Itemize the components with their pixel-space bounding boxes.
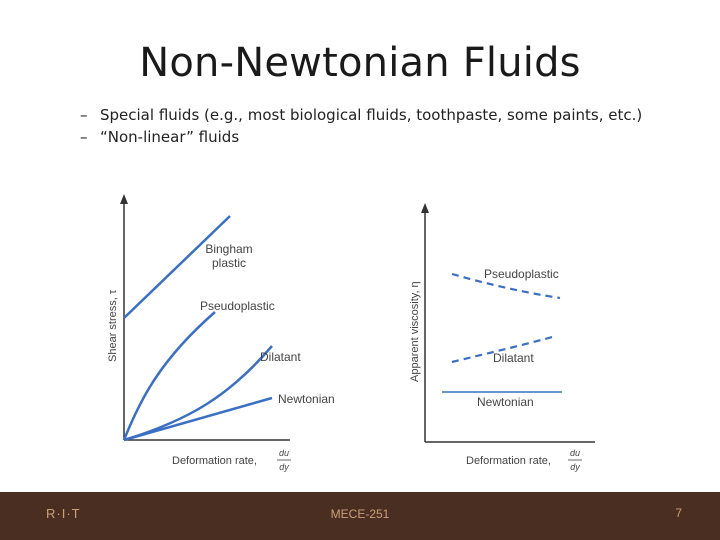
- right-x-fraction-den: dy: [570, 462, 580, 472]
- left-chart: Shear stress, τ Bingham plastic Pseudopl…: [107, 194, 335, 472]
- bullet-item: – Special fluids (e.g., most biological …: [80, 104, 680, 126]
- pseudoplastic-label: Pseudoplastic: [200, 299, 275, 313]
- pseudoplastic-curve: [122, 311, 216, 441]
- left-y-arrow: [120, 194, 128, 204]
- bullet-text: “Non-linear” fluids: [100, 128, 240, 146]
- dilatant-label: Dilatant: [260, 350, 301, 364]
- left-x-label: Deformation rate,: [172, 455, 257, 467]
- bullet-text: Special fluids (e.g., most biological fl…: [100, 106, 643, 124]
- page-number: 7: [675, 506, 682, 520]
- bingham-label: Bingham: [205, 242, 252, 256]
- dilatant-viscosity-label: Dilatant: [493, 351, 534, 365]
- rit-logo: R·I·T: [46, 506, 81, 521]
- bingham-label: plastic: [212, 256, 246, 270]
- right-x-fraction-num: du: [570, 448, 580, 458]
- footer-bar: R·I·T MECE-251 7: [0, 492, 720, 540]
- pseudoplastic-viscosity-label: Pseudoplastic: [484, 267, 559, 281]
- left-y-label: Shear stress, τ: [107, 289, 119, 362]
- pseudoplastic-viscosity-curve: [451, 272, 561, 300]
- bullet-item: – “Non-linear” fluids: [80, 126, 680, 148]
- newtonian-label: Newtonian: [278, 392, 335, 406]
- course-code: MECE-251: [330, 507, 390, 521]
- bullet-list: – Special fluids (e.g., most biological …: [80, 104, 680, 148]
- left-x-fraction-num: du: [279, 448, 289, 458]
- newtonian-curve: [123, 396, 273, 442]
- right-x-label: Deformation rate,: [466, 455, 551, 467]
- bingham-curve: [123, 215, 231, 319]
- slide-title: Non-Newtonian Fluids: [139, 40, 581, 86]
- dilatant-curve: [123, 345, 273, 442]
- right-y-arrow: [421, 203, 429, 213]
- right-y-label: Apparent viscosity, η: [409, 281, 421, 382]
- right-chart: Apparent viscosity, η Pseudoplastic Dila…: [409, 203, 595, 472]
- dilatant-viscosity-curve: [451, 334, 557, 364]
- bullet-marker: –: [80, 106, 88, 124]
- bullet-marker: –: [80, 128, 88, 146]
- newtonian-viscosity-label: Newtonian: [477, 395, 534, 409]
- left-x-fraction-den: dy: [279, 462, 289, 472]
